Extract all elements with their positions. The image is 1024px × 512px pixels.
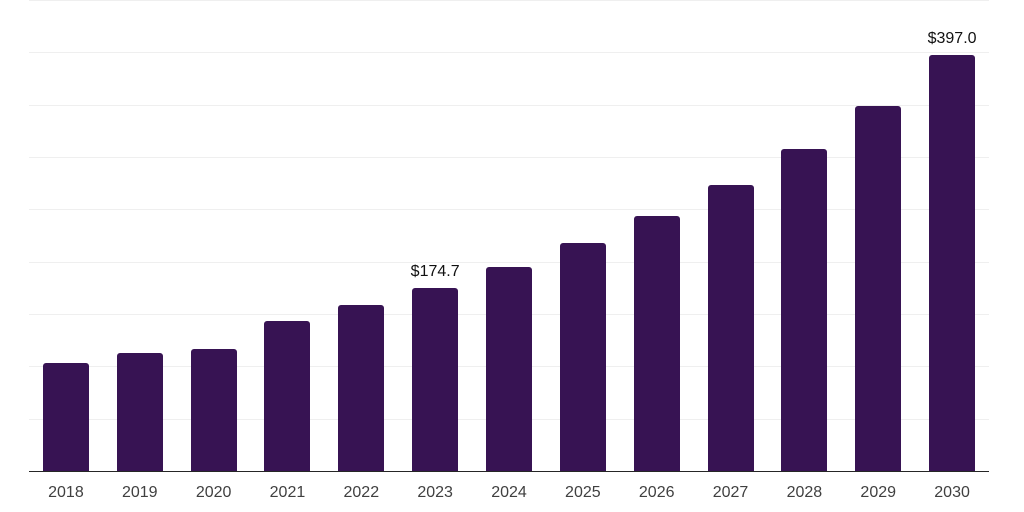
bar-2021 [264,321,311,471]
bar-2019 [116,353,163,471]
bar-value-label: $174.7 [410,263,460,281]
x-tick-label: 2023 [417,484,453,501]
x-tick-label: 2025 [565,484,601,501]
bar-2018 [42,362,89,471]
x-tick-label: 2022 [343,484,380,501]
x-tick-label: 2029 [860,484,897,501]
x-tick-label: 2018 [48,484,84,501]
gridline [29,261,989,263]
gridline [29,157,989,158]
bar-2020 [190,348,237,471]
bar-2022 [338,305,385,471]
x-tick-label: 2028 [786,484,823,501]
bar-2027 [707,185,754,471]
gridline [29,0,989,1]
bar-2028 [781,148,828,471]
gridline [29,104,989,106]
bar-2023 [412,288,459,471]
plot-area: $174.7 $397.0 [29,0,989,472]
x-tick-label: 2024 [491,484,527,501]
x-tick-label: 2019 [121,484,158,501]
bar-2024 [486,267,532,471]
bar-2026 [633,215,680,471]
x-tick-label: 2026 [638,484,675,501]
bar-2029 [855,105,902,471]
x-tick-label: 2030 [934,484,970,501]
x-tick-label: 2021 [269,484,306,501]
bar-2030 [929,55,976,471]
bar-2025 [559,243,606,471]
gridline [29,52,989,54]
bar-value-label: $397.0 [927,30,977,48]
gridline [29,209,989,211]
x-axis-line [29,471,989,472]
x-tick-label: 2020 [195,484,232,501]
x-tick-label: 2027 [712,484,749,501]
